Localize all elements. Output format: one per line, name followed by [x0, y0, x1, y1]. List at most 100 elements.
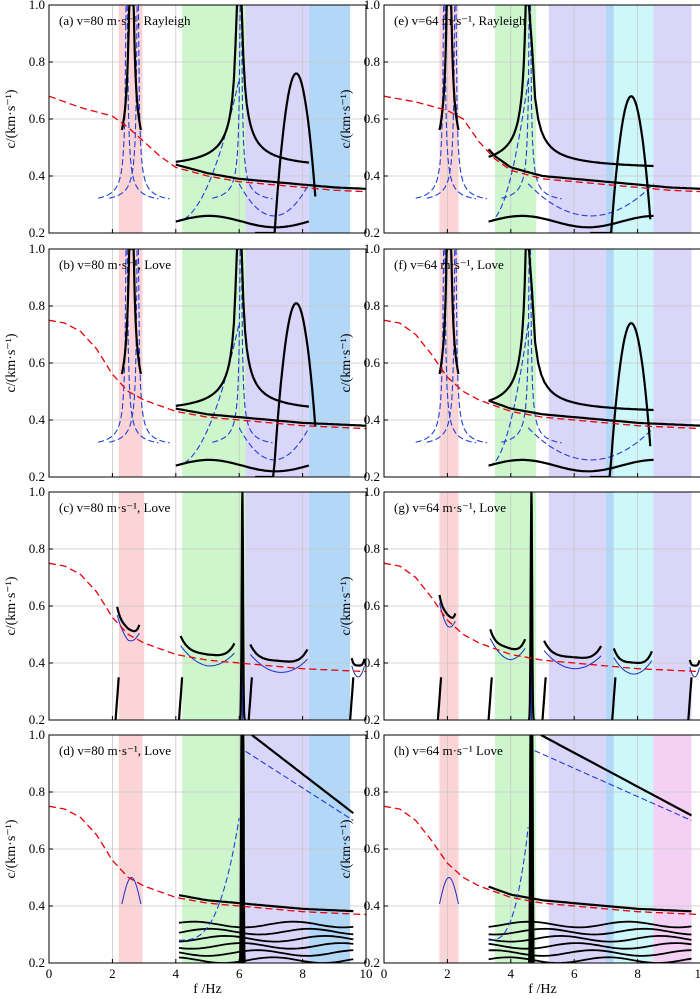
y-tick-label: 0.8 [364, 541, 380, 556]
y-tick-label: 0.2 [29, 955, 45, 970]
y-tick-label: 1.0 [364, 484, 380, 499]
plot-area-d [49, 735, 366, 963]
dashed-resonance [212, 249, 241, 443]
y-tick-label: 0.2 [29, 469, 45, 484]
panel-title: (c) v=80 m·s⁻¹, Love [59, 500, 170, 515]
panel-title: (e) v=64 m·s⁻¹, Rayleigh [394, 13, 526, 28]
dashed-curve [534, 750, 692, 822]
panel-title: (g) v=64 m·s⁻¹, Love [394, 500, 506, 515]
mode-curve [488, 249, 528, 402]
mode-curve [527, 249, 654, 412]
dashed-resonance [240, 5, 273, 200]
low-mode-0 [488, 956, 692, 963]
spike-curve [238, 735, 246, 963]
panel-d: 0 2 4 6 8 10 0.2 0.4 0.6 0.8 1.0 c/(km·s⁻¹) (d) v=80… [4, 727, 373, 997]
dashed-curve [527, 183, 654, 217]
y-tick-label: 1.0 [364, 241, 380, 256]
low-mode-4 [488, 927, 692, 936]
apex-curve [255, 302, 317, 477]
x-tick-label: 8 [634, 966, 641, 981]
low-mode-2 [488, 942, 692, 950]
mode-curve-0 [438, 594, 457, 619]
y-tick-label: 0.2 [364, 225, 380, 240]
dashed-curve [527, 427, 654, 461]
x-tick-label: 2 [444, 966, 451, 981]
mode-curve [449, 249, 460, 375]
segment-end [611, 677, 617, 720]
y-axis-label: c/(km·s⁻¹) [4, 89, 19, 148]
upper-mode-curve [540, 735, 693, 817]
y-tick-label: 0.2 [364, 955, 380, 970]
thin-curve-3 [613, 657, 653, 675]
y-tick-label: 0.6 [29, 111, 46, 126]
dashed-resonance [126, 5, 159, 200]
y-tick-label: 1.0 [29, 241, 45, 256]
segment-end [541, 677, 547, 720]
y-tick-label: 0.8 [29, 784, 45, 799]
y-tick-label: 0.6 [364, 111, 381, 126]
low-mode-3 [178, 934, 354, 943]
apex-curve [590, 322, 652, 477]
segment-end [687, 677, 693, 720]
plot-area-h [384, 735, 700, 963]
mode-curve [239, 249, 310, 408]
thin-curve [121, 876, 142, 905]
thin-curve-2 [543, 650, 602, 670]
thin-curve-1 [180, 645, 235, 667]
thin-curve [439, 876, 459, 905]
y-tick-label: 0.4 [364, 898, 381, 913]
mode-curve [527, 5, 654, 168]
mode-curve-2 [249, 643, 309, 663]
dashed-curve [245, 750, 354, 821]
mode-curve-0 [116, 606, 141, 633]
plot-area-g [384, 492, 700, 720]
y-tick-label: 0.8 [29, 541, 45, 556]
y-tick-label: 0.8 [364, 784, 380, 799]
dashed-resonance [137, 249, 170, 444]
dashed-curve [238, 183, 310, 217]
apex-curve [590, 95, 652, 233]
panel-c: 0.2 0.4 0.6 0.8 1.0 c/(km·s⁻¹) (c) v=80 m·s⁻¹,… [4, 484, 367, 727]
mode-curve-1 [489, 628, 527, 651]
dashed-resonance [426, 249, 456, 443]
low-mode-3 [488, 934, 692, 943]
mode-curve-4 [688, 659, 700, 667]
fundamental-curve [488, 399, 700, 427]
x-axis-label: f /Hz [193, 982, 221, 997]
low-mode-5 [178, 920, 354, 929]
dashed-resonance [455, 249, 488, 444]
mode-curve [488, 5, 528, 158]
panel-a: 0.2 0.4 0.6 0.8 1.0 c/(km·s⁻¹) (a) v=80 m·s⁻¹,… [4, 0, 367, 240]
dashed-resonance [137, 5, 170, 200]
low-mode-1 [178, 949, 354, 957]
dashed-resonance [529, 249, 562, 444]
thin-curve-4 [689, 667, 700, 678]
y-tick-label: 0.2 [364, 469, 380, 484]
panel-title: (f) v=64 m·s⁻¹, Love [394, 257, 504, 272]
y-tick-label: 0.6 [29, 598, 46, 613]
fundamental-curve [488, 885, 692, 913]
reference-curve [384, 95, 700, 193]
y-tick-label: 0.2 [29, 712, 45, 727]
x-tick-label: 6 [571, 966, 578, 981]
mode-curve [175, 5, 239, 163]
x-tick-label: 10 [360, 966, 373, 981]
mode-curve [449, 5, 460, 131]
y-tick-label: 1.0 [29, 727, 45, 742]
mode-curve-3 [350, 657, 366, 667]
mode-curve [131, 249, 142, 375]
y-axis-label: c/(km·s⁻¹) [339, 333, 354, 392]
y-tick-label: 1.0 [29, 0, 45, 12]
panel-f: 0.2 0.4 0.6 0.8 1.0 c/(km·s⁻¹) (f) v=64 m·s⁻¹,… [339, 241, 700, 484]
panel-title: (b) v=80 m·s⁻¹, Love [59, 257, 171, 272]
segment-end [114, 677, 120, 720]
mode-curve-3 [612, 647, 653, 665]
segment-end [177, 677, 184, 720]
dashed-resonance [212, 5, 241, 199]
dashed-resonance [415, 249, 445, 443]
y-axis-label: c/(km·s⁻¹) [4, 576, 19, 635]
dashed-resonance [426, 5, 456, 199]
x-tick-label: 8 [299, 966, 306, 981]
y-tick-label: 0.2 [29, 225, 45, 240]
